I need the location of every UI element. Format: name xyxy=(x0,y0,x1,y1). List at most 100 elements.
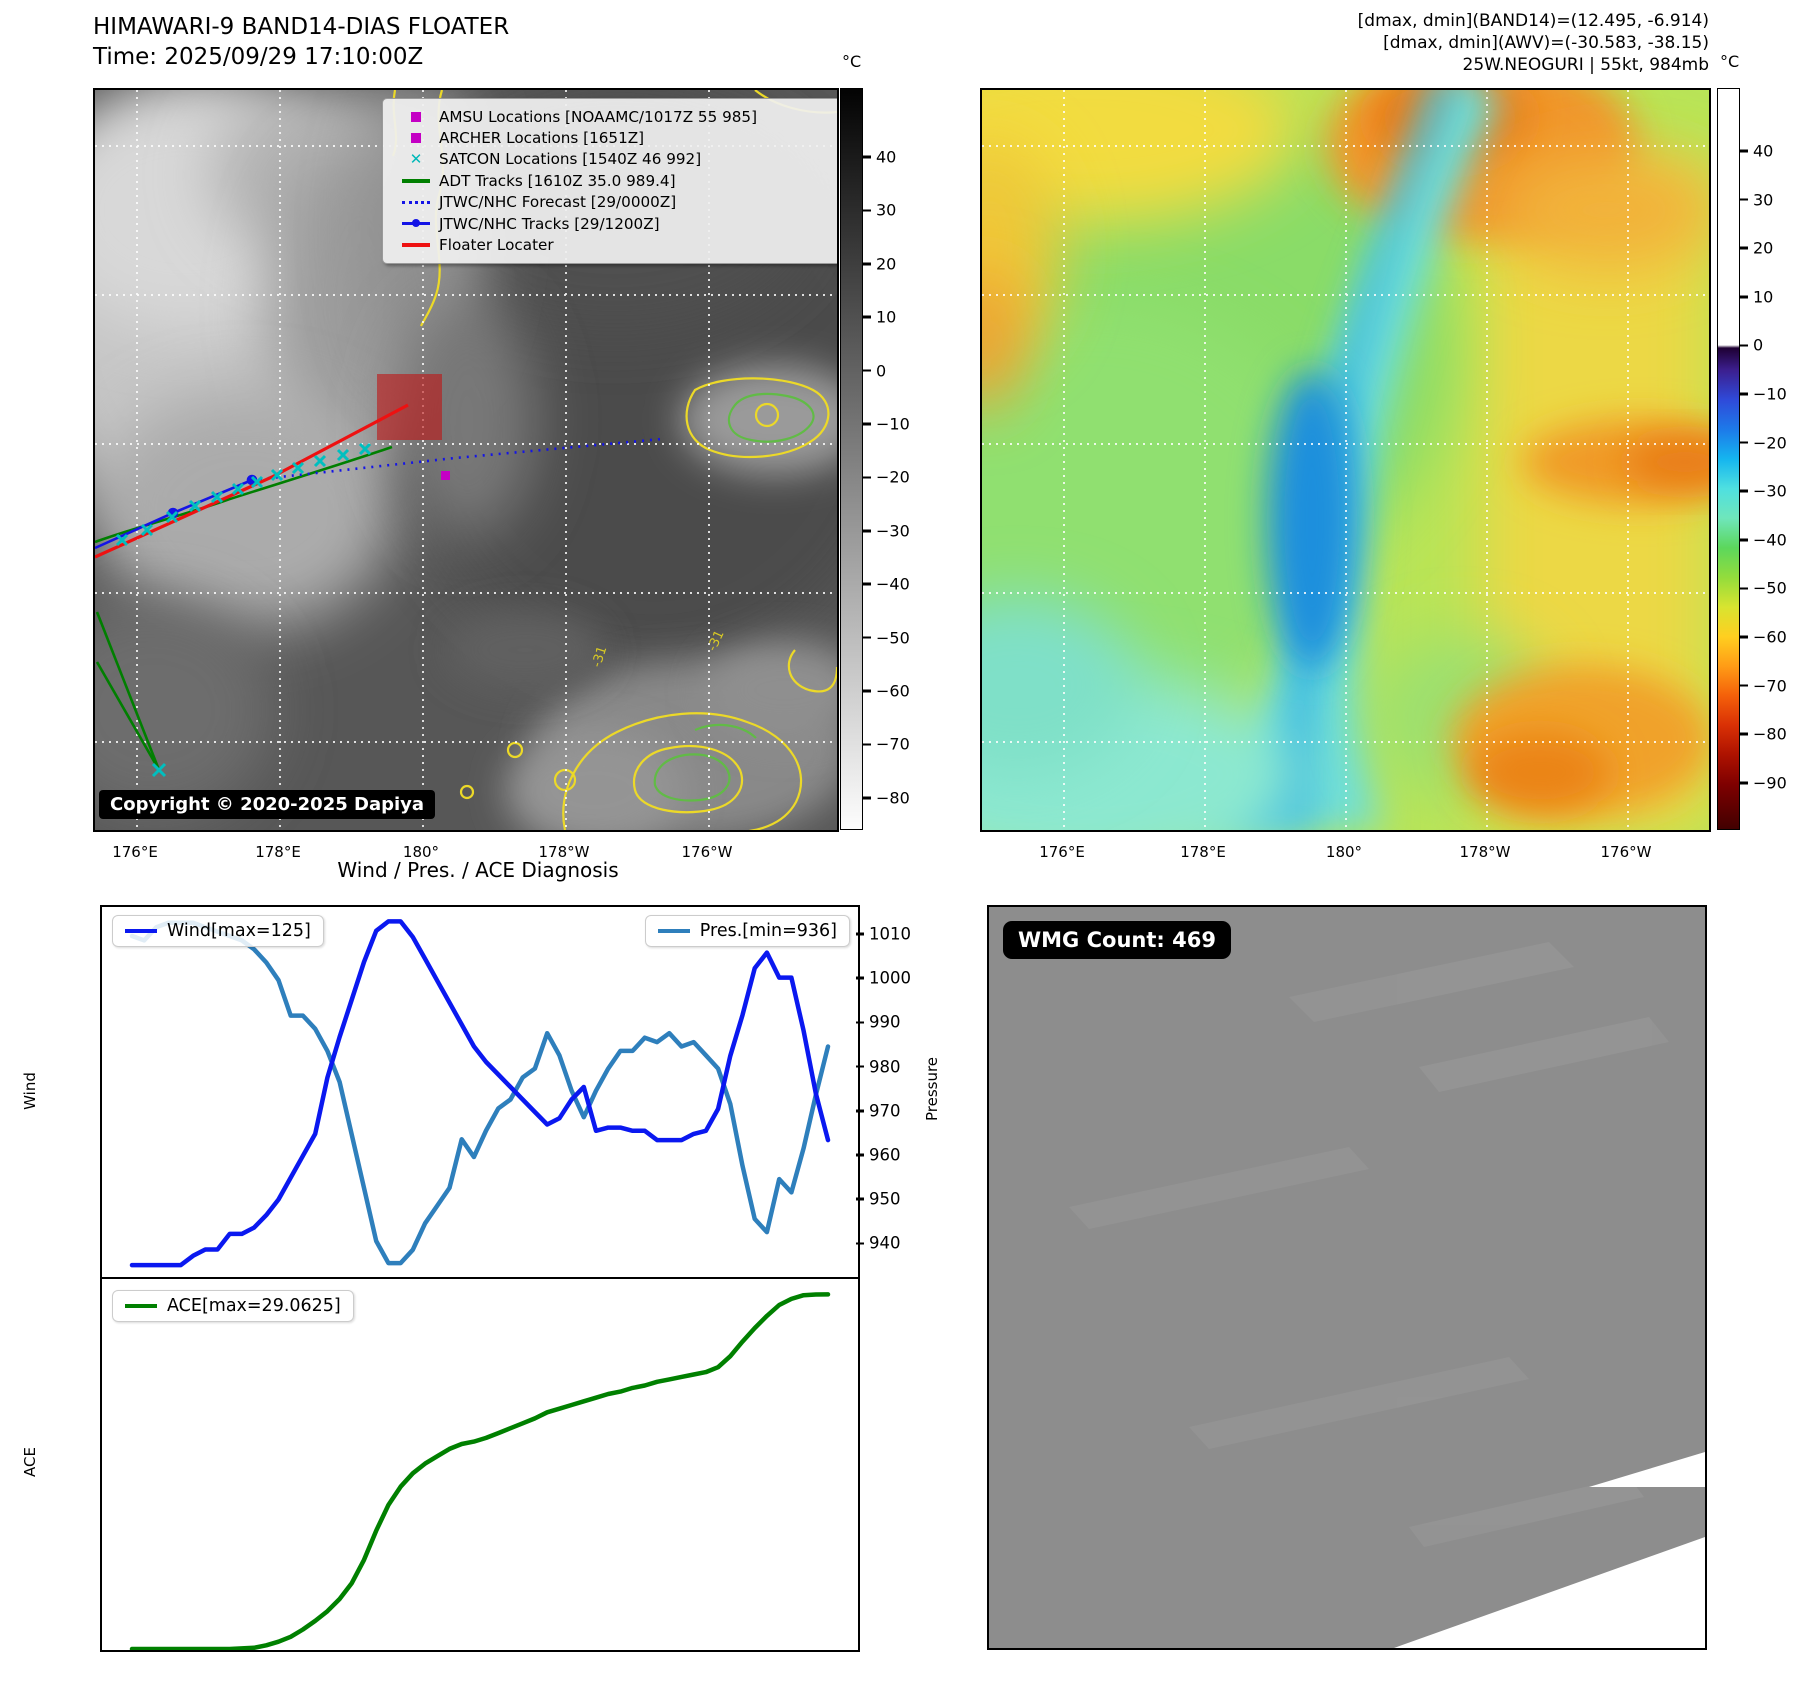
awv-colorbar xyxy=(1717,88,1740,830)
tick-text: −60 xyxy=(1753,627,1787,647)
floater-line-icon xyxy=(402,243,430,247)
pres-axis-tick: 950 xyxy=(856,1190,901,1209)
tick-text: 180° xyxy=(402,843,440,861)
awv-colorbar-tick: −50 xyxy=(1740,579,1787,598)
awv-field xyxy=(982,90,1709,830)
tick-text: 970 xyxy=(869,1101,901,1121)
tick-mark-icon xyxy=(1740,149,1748,153)
tick-mark-icon xyxy=(863,796,871,800)
tick-mark-icon xyxy=(856,1153,864,1157)
tick-text: 176°E xyxy=(112,843,158,861)
tick-text: 960 xyxy=(869,1145,901,1165)
tick-text: −50 xyxy=(1753,578,1787,598)
tick-text: 1010 xyxy=(869,924,911,944)
awv-colorbar-tick: −10 xyxy=(1740,385,1787,404)
ace-legend-label: ACE[max=29.0625] xyxy=(167,1296,341,1316)
awv-colorbar-tick: −80 xyxy=(1740,725,1787,744)
satcon-markers xyxy=(115,442,372,778)
tick-text: −40 xyxy=(1753,530,1787,550)
band14-lon-tick: 176°E xyxy=(112,843,158,861)
awv-colorbar-tick: −70 xyxy=(1740,676,1787,695)
awv-lon-tick: 176°W xyxy=(1601,843,1652,861)
tick-mark-icon xyxy=(1740,781,1748,785)
band14-colorbar-tick: 40 xyxy=(863,148,896,167)
track-line-dot-icon xyxy=(402,219,430,227)
ace-series-line xyxy=(129,1292,831,1652)
storm-status: 25W.NEOGURI | 55kt, 984mb xyxy=(1462,55,1709,75)
copyright-badge: Copyright © 2020-2025 Dapiya xyxy=(99,790,436,819)
tick-text: −60 xyxy=(876,681,910,701)
band14-lon-tick: 178°E xyxy=(255,843,301,861)
tick-mark-icon xyxy=(1740,344,1748,347)
wmg-image xyxy=(989,907,1705,1648)
wmg-count-badge: WMG Count: 469 xyxy=(1003,921,1231,959)
legend-row-tracks: JTWC/NHC Tracks [29/1200Z] xyxy=(393,213,837,234)
band14-colorbar-tick: 0 xyxy=(863,361,886,380)
tick-mark-icon xyxy=(1740,295,1748,299)
awv-satellite-image xyxy=(982,90,1709,830)
band14-colorbar-tick: −80 xyxy=(863,788,910,807)
tick-mark-icon xyxy=(863,636,871,639)
band14-lon-tick: 178°W xyxy=(539,843,590,861)
ace-axis-label: ACE xyxy=(21,1447,39,1477)
band14-colorbar-tick: −50 xyxy=(863,628,910,647)
awv-colorbar-tick: −60 xyxy=(1740,628,1787,647)
awv-lon-tick: 178°E xyxy=(1180,843,1226,861)
tick-mark-icon xyxy=(856,1109,864,1113)
tick-text: 30 xyxy=(1753,190,1774,210)
awv-lon-tick: 178°W xyxy=(1460,843,1511,861)
awv-colorbar-tick: −40 xyxy=(1740,530,1787,549)
band14-colorbar-tick: −10 xyxy=(863,415,910,434)
awv-header-block: [dmax, dmin](BAND14)=(12.495, -6.914) [d… xyxy=(1358,10,1709,76)
ace-line-icon xyxy=(125,1303,157,1309)
band14-colorbar-unit: °C xyxy=(842,52,862,71)
band14-lon-tick: 180° xyxy=(403,843,439,861)
tick-mark-icon xyxy=(856,1242,864,1245)
pres-axis-tick: 980 xyxy=(856,1057,901,1076)
awv-lon-tick: 176°E xyxy=(1039,843,1085,861)
ace-plot xyxy=(129,1292,831,1652)
awv-colorbar-tick: −90 xyxy=(1740,773,1787,792)
amsu-square-icon xyxy=(411,111,421,122)
tick-mark-icon xyxy=(1740,198,1748,201)
awv-colorbar-tick: −20 xyxy=(1740,433,1787,452)
awv-colorbar-unit: °C xyxy=(1720,52,1740,71)
tick-mark-icon xyxy=(1740,246,1748,250)
band14-map: -31 -31 xyxy=(93,88,839,832)
tick-text: 176°E xyxy=(1039,843,1085,861)
diagnosis-title: Wind / Pres. / ACE Diagnosis xyxy=(337,858,619,882)
wmg-missing-data-wedge xyxy=(1394,1452,1705,1648)
wmg-panel: WMG Count: 469 xyxy=(987,905,1707,1650)
tick-text: 1000 xyxy=(869,968,911,988)
tick-text: 0 xyxy=(1753,335,1764,355)
tick-text: −30 xyxy=(1753,481,1787,501)
wmg-streaks xyxy=(1069,942,1669,1547)
tick-text: 178°E xyxy=(255,843,301,861)
archer-marker xyxy=(441,471,450,480)
adt-line-icon xyxy=(402,179,430,183)
tick-text: −20 xyxy=(1753,433,1787,453)
tick-mark-icon xyxy=(863,422,871,426)
tick-text: −30 xyxy=(876,521,910,541)
tick-mark-icon xyxy=(1740,538,1748,542)
band14-lon-tick: 176°W xyxy=(682,843,733,861)
legend-row-adt: ADT Tracks [1610Z 35.0 989.4] xyxy=(393,170,837,191)
tick-text: −50 xyxy=(876,628,910,648)
ace-legend-box: ACE[max=29.0625] xyxy=(112,1290,354,1322)
pres-axis-label: Pressure xyxy=(923,1056,941,1122)
legend-row-amsu: AMSU Locations [NOAAMC/1017Z 55 985] xyxy=(393,106,837,127)
band14-colorbar-tick: −70 xyxy=(863,735,910,754)
tick-text: 980 xyxy=(869,1057,901,1077)
tick-text: 950 xyxy=(869,1189,901,1209)
legend-label: ARCHER Locations [1651Z] xyxy=(439,129,645,148)
timestamp: Time: 2025/09/29 17:10:00Z xyxy=(93,44,424,70)
awv-colorbar-tick: 40 xyxy=(1740,142,1773,161)
tick-text: 990 xyxy=(869,1012,901,1032)
tick-mark-icon xyxy=(863,743,871,746)
tick-mark-icon xyxy=(856,1065,864,1068)
pres-axis-tick: 970 xyxy=(856,1101,901,1120)
tick-text: 40 xyxy=(876,147,897,167)
tick-text: 940 xyxy=(869,1233,901,1253)
tick-mark-icon xyxy=(1740,441,1748,444)
pres-axis-tick: 940 xyxy=(856,1234,901,1253)
